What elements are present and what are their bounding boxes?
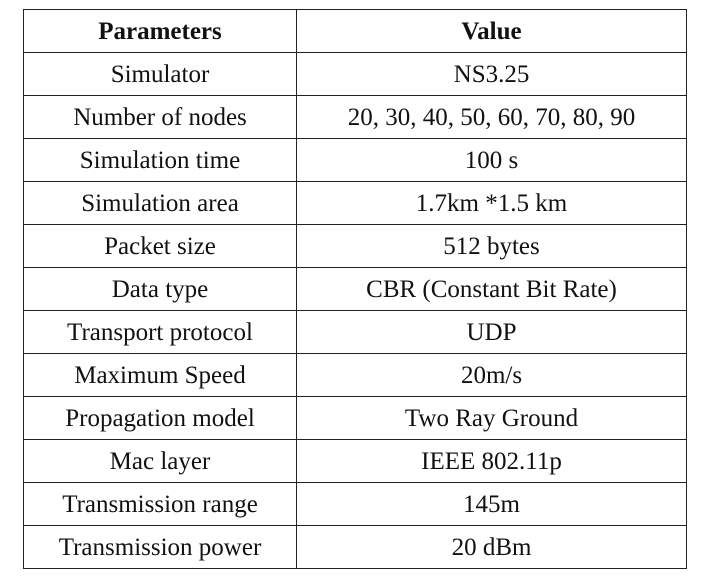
parameter-cell: Simulation time [23, 138, 297, 182]
parameter-cell: Maximum Speed [23, 353, 297, 397]
header-value: Value [296, 9, 687, 53]
value-cell: 512 bytes [296, 224, 687, 268]
parameter-cell: Simulation area [23, 181, 297, 225]
value-cell: UDP [296, 310, 687, 354]
table-row: Mac layer IEEE 802.11p [23, 439, 687, 483]
parameter-cell: Transmission power [23, 525, 297, 569]
header-parameters: Parameters [23, 9, 297, 53]
table-row: Transmission power 20 dBm [23, 525, 687, 569]
table-row: Packet size 512 bytes [23, 224, 687, 268]
table-row: Transport protocol UDP [23, 310, 687, 354]
table-header-row: Parameters Value [23, 9, 687, 53]
value-cell: IEEE 802.11p [296, 439, 687, 483]
parameter-cell: Packet size [23, 224, 297, 268]
value-cell: 1.7km *1.5 km [296, 181, 687, 225]
table-row: Transmission range 145m [23, 482, 687, 526]
parameter-cell: Mac layer [23, 439, 297, 483]
value-cell: 20 dBm [296, 525, 687, 569]
table-row: Number of nodes 20, 30, 40, 50, 60, 70, … [23, 95, 687, 139]
parameter-cell: Number of nodes [23, 95, 297, 139]
parameter-cell: Transmission range [23, 482, 297, 526]
value-cell: 100 s [296, 138, 687, 182]
value-cell: 20, 30, 40, 50, 60, 70, 80, 90 [296, 95, 687, 139]
table-row: Simulator NS3.25 [23, 52, 687, 96]
parameter-cell: Simulator [23, 52, 297, 96]
parameter-cell: Transport protocol [23, 310, 297, 354]
parameter-cell: Data type [23, 267, 297, 311]
table-row: Simulation area 1.7km *1.5 km [23, 181, 687, 225]
parameter-cell: Propagation model [23, 396, 297, 440]
value-cell: CBR (Constant Bit Rate) [296, 267, 687, 311]
parameters-table: Parameters Value Simulator NS3.25 Number… [23, 9, 687, 569]
value-cell: Two Ray Ground [296, 396, 687, 440]
table-row: Data type CBR (Constant Bit Rate) [23, 267, 687, 311]
value-cell: 20m/s [296, 353, 687, 397]
value-cell: 145m [296, 482, 687, 526]
value-cell: NS3.25 [296, 52, 687, 96]
table-row: Simulation time 100 s [23, 138, 687, 182]
table-row: Propagation model Two Ray Ground [23, 396, 687, 440]
table-row: Maximum Speed 20m/s [23, 353, 687, 397]
